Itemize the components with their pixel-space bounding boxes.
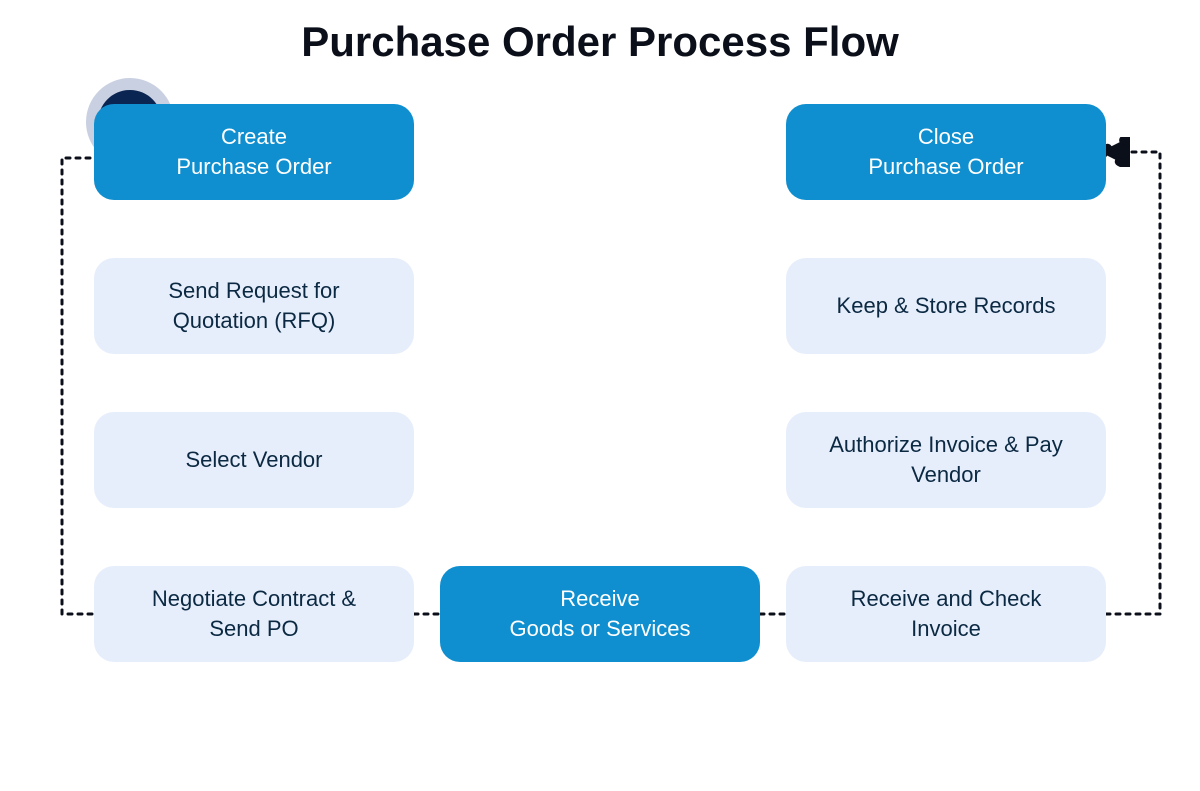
step-label-line1: Negotiate Contract & — [152, 584, 356, 614]
step-send-rfq: Send Request forQuotation (RFQ) — [94, 258, 414, 354]
step-label-line2: Invoice — [851, 614, 1042, 644]
step-label-line1: Create — [176, 122, 331, 152]
step-label-line1: Keep & Store Records — [837, 291, 1056, 321]
step-select-vendor: Select Vendor — [94, 412, 414, 508]
step-label-line2: Vendor — [829, 460, 1063, 490]
step-label-line1: Send Request for — [168, 276, 339, 306]
connector-left — [62, 158, 130, 614]
step-receive-goods: ReceiveGoods or Services — [440, 566, 760, 662]
step-label-line2: Goods or Services — [510, 614, 691, 644]
step-close-po: ClosePurchase Order — [786, 104, 1106, 200]
step-label-line2: Purchase Order — [176, 152, 331, 182]
step-label-line1: Receive and Check — [851, 584, 1042, 614]
step-receive-invoice: Receive and CheckInvoice — [786, 566, 1106, 662]
step-label-line2: Quotation (RFQ) — [168, 306, 339, 336]
step-label-line1: Select Vendor — [186, 445, 323, 475]
step-label-line2: Send PO — [152, 614, 356, 644]
step-label-line1: Close — [868, 122, 1023, 152]
step-negotiate-send: Negotiate Contract &Send PO — [94, 566, 414, 662]
step-label-line2: Purchase Order — [868, 152, 1023, 182]
step-create-po: CreatePurchase Order — [94, 104, 414, 200]
step-authorize-pay: Authorize Invoice & PayVendor — [786, 412, 1106, 508]
diagram-canvas: { "title": { "text": "Purchase Order Pro… — [0, 0, 1200, 791]
step-label-line1: Authorize Invoice & Pay — [829, 430, 1063, 460]
diagram-title: Purchase Order Process Flow — [0, 18, 1200, 66]
step-keep-records: Keep & Store Records — [786, 258, 1106, 354]
step-label-line1: Receive — [510, 584, 691, 614]
connector-right — [1106, 152, 1160, 614]
